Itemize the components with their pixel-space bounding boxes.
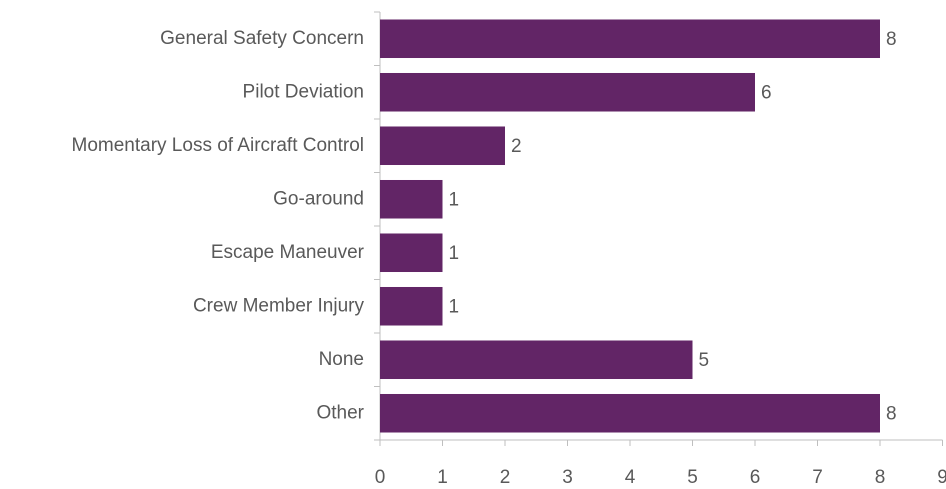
y-tick-label: Other bbox=[316, 402, 364, 423]
y-tick-label: Pilot Deviation bbox=[243, 81, 364, 102]
data-label: 8 bbox=[886, 403, 897, 424]
data-label: 2 bbox=[511, 136, 522, 157]
data-label: 5 bbox=[699, 350, 710, 371]
x-tick-label: 3 bbox=[562, 467, 573, 488]
data-label: 1 bbox=[449, 296, 460, 317]
bar bbox=[380, 19, 880, 59]
data-label: 1 bbox=[449, 189, 460, 210]
y-tick-label: Go-around bbox=[273, 188, 364, 209]
x-tick-label: 5 bbox=[687, 467, 698, 488]
x-tick-label: 2 bbox=[500, 467, 511, 488]
bar bbox=[380, 286, 443, 326]
bar bbox=[380, 179, 443, 219]
data-label: 8 bbox=[886, 29, 897, 50]
x-tick-label: 6 bbox=[750, 467, 761, 488]
data-label: 1 bbox=[449, 243, 460, 264]
x-tick-label: 0 bbox=[375, 467, 386, 488]
bar bbox=[380, 393, 880, 433]
bar bbox=[380, 340, 693, 380]
x-tick-label: 9 bbox=[937, 467, 946, 488]
x-tick-label: 7 bbox=[812, 467, 823, 488]
y-tick-label: Escape Maneuver bbox=[211, 242, 365, 263]
x-tick-label: 4 bbox=[625, 467, 636, 488]
x-tick-label: 1 bbox=[437, 467, 448, 488]
y-tick-label: Crew Member Injury bbox=[193, 295, 365, 316]
y-tick-label: Momentary Loss of Aircraft Control bbox=[72, 135, 365, 156]
data-label: 6 bbox=[761, 82, 772, 103]
bar bbox=[380, 72, 755, 112]
bar bbox=[380, 126, 505, 166]
y-tick-label: None bbox=[319, 349, 364, 370]
y-tick-label: General Safety Concern bbox=[160, 28, 364, 49]
bar bbox=[380, 233, 443, 273]
x-tick-label: 8 bbox=[875, 467, 886, 488]
